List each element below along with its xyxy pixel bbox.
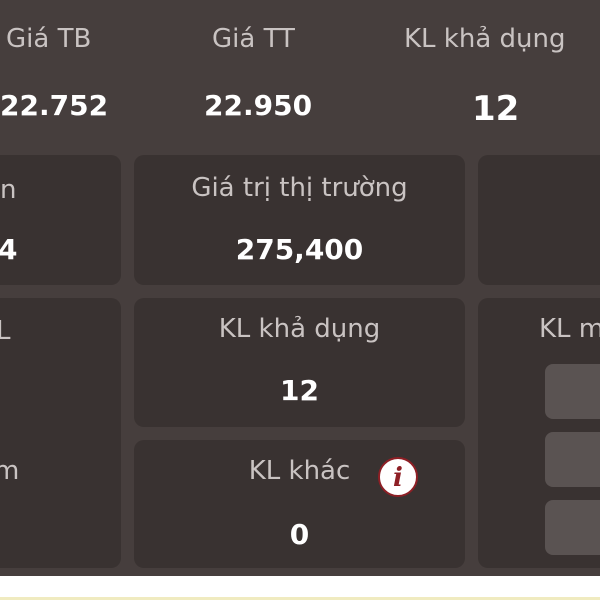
market-price-value: 22.950 [204,89,313,122]
avg-price-label: Giá TB [6,24,92,54]
available-qty-label: KL khả dụng [404,24,566,54]
available-qty-value: 12 [472,89,520,129]
footer-bar [0,576,600,600]
card-label: L [0,316,11,346]
available-qty-card-value: 12 [280,374,319,407]
card-label: KL m [539,314,600,344]
card-label: n [0,175,17,205]
left-bottom-card: L m [0,298,121,568]
other-qty-card: KL khác i 0 [134,440,465,568]
info-icon[interactable]: i [378,457,418,497]
card-label: m [0,456,20,486]
available-qty-card-label: KL khả dụng [218,314,381,344]
market-value-label: Giá trị thị trường [191,173,408,203]
market-value-card: Giá trị thị trường 275,400 [134,155,465,285]
option-button-2[interactable] [545,432,600,487]
available-qty-card: KL khả dụng 12 [134,298,465,427]
avg-price-value: 22.752 [0,89,109,122]
other-qty-label: KL khác [248,456,351,486]
other-qty-value: 0 [289,518,310,551]
option-button-1[interactable] [545,364,600,419]
market-value-value: 275,400 [235,233,364,266]
left-top-card: n 4 [0,155,121,285]
market-price-label: Giá TT [212,24,295,54]
right-bottom-card: KL m [478,298,600,568]
option-button-3[interactable] [545,500,600,555]
right-top-card [478,155,600,285]
card-value: 4 [0,233,18,266]
